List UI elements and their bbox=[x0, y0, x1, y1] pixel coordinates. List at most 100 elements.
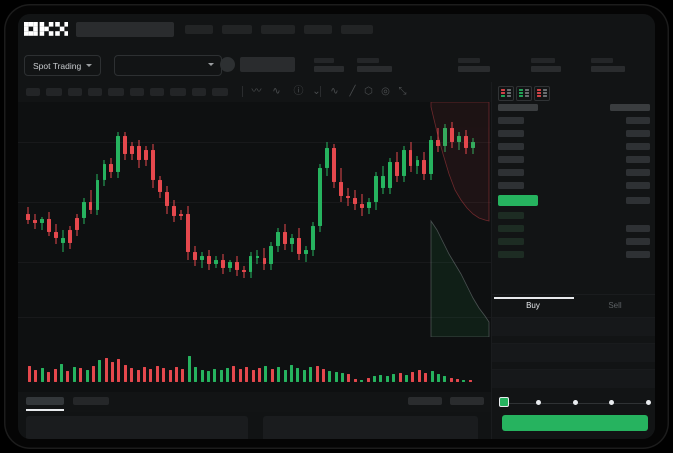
volume-bar bbox=[328, 371, 332, 382]
interval-button-5[interactable] bbox=[108, 88, 124, 96]
nav-item-4[interactable] bbox=[304, 25, 332, 34]
order-price-field[interactable] bbox=[492, 317, 655, 336]
orderbook-icon-bar bbox=[506, 89, 511, 91]
best-price-row[interactable] bbox=[498, 195, 538, 206]
candlestick-chart[interactable] bbox=[18, 102, 491, 337]
indicator-icon[interactable]: 〰 bbox=[251, 86, 262, 97]
submit-order-button[interactable] bbox=[502, 415, 648, 431]
fullscreen-icon[interactable]: ⤡ bbox=[398, 86, 407, 97]
candle-body bbox=[345, 196, 350, 198]
candle-body bbox=[332, 148, 336, 182]
interval-button-6[interactable] bbox=[130, 88, 144, 96]
ask-row-size[interactable] bbox=[626, 182, 650, 189]
bid-row-price[interactable] bbox=[498, 238, 524, 245]
ask-row-price[interactable] bbox=[498, 169, 524, 176]
interval-button-10[interactable] bbox=[212, 88, 228, 96]
trading-pair-select[interactable] bbox=[114, 55, 222, 76]
candle bbox=[429, 102, 434, 337]
nav-item-2[interactable] bbox=[222, 25, 252, 34]
interval-button-2[interactable] bbox=[46, 88, 62, 96]
chevron-down-icon[interactable]: ⌄ bbox=[312, 86, 321, 97]
slider-step-50[interactable] bbox=[572, 399, 578, 405]
settings-icon[interactable]: ◎ bbox=[381, 86, 390, 97]
bid-row-price[interactable] bbox=[498, 251, 524, 258]
orderbook-icon-bar bbox=[519, 95, 523, 98]
bid-row-size[interactable] bbox=[626, 251, 650, 258]
chart-gridline bbox=[18, 142, 491, 143]
stat-24h-change bbox=[314, 58, 344, 72]
candle-body bbox=[241, 270, 246, 272]
last-price-value bbox=[240, 57, 295, 72]
ask-row-size[interactable] bbox=[626, 117, 650, 124]
order-total-field[interactable] bbox=[492, 369, 655, 388]
ask-row-size[interactable] bbox=[626, 143, 650, 150]
tab-order-history[interactable] bbox=[73, 397, 109, 405]
compare-icon[interactable]: ⓘ bbox=[293, 86, 304, 97]
nav-item-5[interactable] bbox=[341, 25, 373, 34]
ask-row-price[interactable] bbox=[498, 117, 524, 124]
interval-button-4[interactable] bbox=[88, 88, 102, 96]
ask-row-price[interactable] bbox=[498, 143, 524, 150]
ask-row-price[interactable] bbox=[498, 130, 524, 137]
candle bbox=[450, 102, 455, 337]
candle bbox=[332, 102, 336, 337]
orderbook-layout-asks[interactable] bbox=[534, 86, 550, 101]
tab-buy[interactable]: Buy bbox=[526, 301, 540, 310]
interval-button-1[interactable] bbox=[26, 88, 40, 96]
interval-button-9[interactable] bbox=[192, 88, 206, 96]
orderbook-layout-bids[interactable] bbox=[516, 86, 532, 101]
candle-body bbox=[88, 202, 93, 210]
bottom-action-2[interactable] bbox=[450, 397, 484, 405]
candle-body bbox=[67, 230, 72, 243]
orders-tab-bar bbox=[18, 392, 491, 412]
candle-body bbox=[359, 204, 364, 208]
orderbook-icon-bar bbox=[524, 92, 529, 95]
tab-open-orders[interactable] bbox=[26, 397, 64, 405]
bottom-action-1[interactable] bbox=[408, 397, 442, 405]
tab-sell[interactable]: Sell bbox=[608, 301, 622, 310]
active-tab-underline bbox=[26, 409, 64, 411]
ask-row-price[interactable] bbox=[498, 182, 524, 189]
amount-slider-handle[interactable] bbox=[499, 397, 509, 407]
orderbook-layout-both[interactable] bbox=[498, 86, 514, 101]
slider-step-75[interactable] bbox=[609, 399, 614, 405]
stat-24h-change-label bbox=[314, 58, 334, 63]
ask-row-size[interactable] bbox=[626, 169, 650, 176]
stat-24h-high-value bbox=[357, 66, 392, 72]
bid-row-size[interactable] bbox=[626, 238, 650, 245]
interval-button-3[interactable] bbox=[68, 88, 82, 96]
candle-body bbox=[283, 232, 288, 244]
orderbook-icon-bar bbox=[524, 89, 529, 91]
line-tool-icon[interactable]: ∿ bbox=[330, 86, 339, 97]
candle bbox=[241, 102, 246, 337]
orderbook-header-left bbox=[498, 104, 538, 111]
slider-step-25[interactable] bbox=[536, 399, 541, 405]
trading-mode-dropdown[interactable]: Spot Trading bbox=[24, 55, 102, 76]
interval-button-7[interactable] bbox=[150, 88, 164, 96]
bid-row-price[interactable] bbox=[498, 212, 524, 219]
volume-histogram bbox=[18, 337, 491, 392]
global-search-input[interactable] bbox=[76, 22, 174, 37]
volume-bar bbox=[194, 367, 198, 382]
interval-button-8[interactable] bbox=[170, 88, 186, 96]
slider-step-100[interactable] bbox=[645, 399, 651, 405]
bid-row-price[interactable] bbox=[498, 225, 524, 232]
bid-row-size[interactable] bbox=[626, 225, 650, 232]
nav-item-3[interactable] bbox=[261, 25, 295, 34]
candle-body bbox=[436, 140, 441, 146]
nav-item-1[interactable] bbox=[185, 25, 213, 34]
camera-icon[interactable]: ⬡ bbox=[364, 86, 373, 97]
volume-bar bbox=[98, 360, 102, 382]
ask-row-size[interactable] bbox=[626, 130, 650, 137]
draw-tool-icon[interactable]: ╱ bbox=[349, 86, 356, 97]
volume-bar bbox=[277, 367, 281, 382]
okx-logo[interactable] bbox=[24, 21, 68, 37]
candle bbox=[311, 102, 316, 337]
ask-row-size[interactable] bbox=[626, 156, 650, 163]
ask-row-price[interactable] bbox=[498, 156, 524, 163]
candle-body bbox=[39, 219, 44, 223]
candle-body bbox=[151, 150, 156, 180]
order-amount-field[interactable] bbox=[492, 343, 655, 362]
candle-body bbox=[26, 214, 30, 220]
chart-type-icon[interactable]: ∿ bbox=[272, 86, 281, 97]
